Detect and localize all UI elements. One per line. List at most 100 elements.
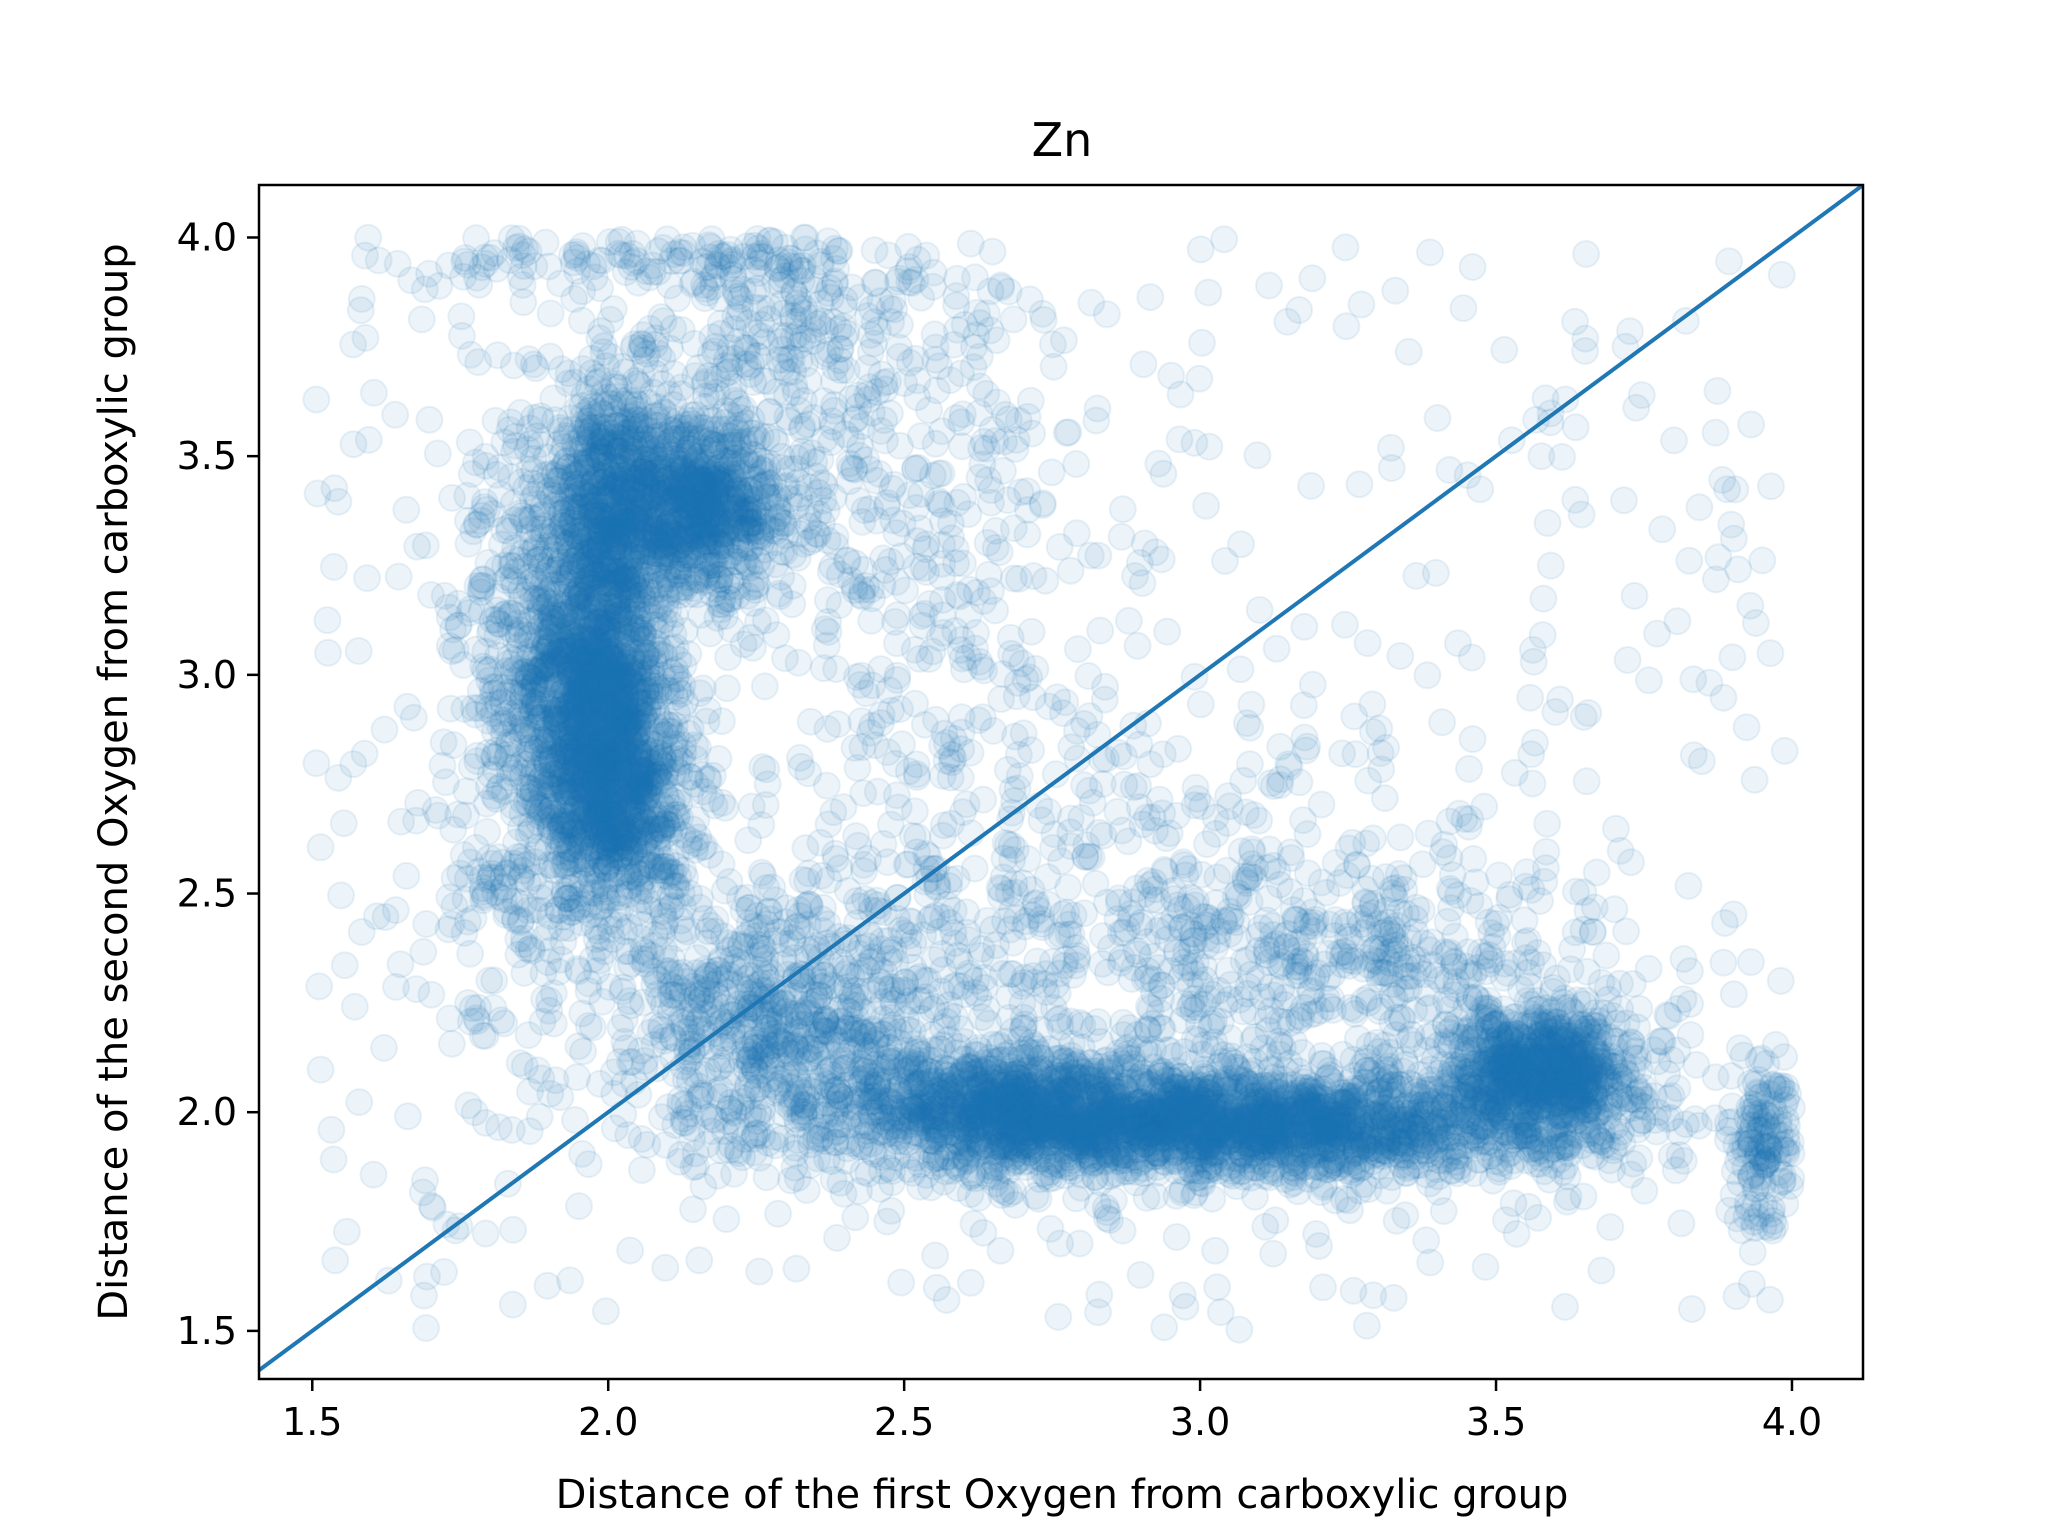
scatter-point — [578, 615, 606, 644]
scatter-point — [561, 712, 590, 741]
scatter-point — [568, 592, 597, 621]
scatter-point — [599, 533, 628, 562]
scatter-point — [603, 787, 632, 816]
scatter-point — [551, 685, 580, 714]
scatter-point — [572, 698, 601, 727]
scatter-point — [557, 724, 586, 753]
scatter-point — [574, 717, 603, 746]
scatter-point — [530, 674, 559, 703]
scatter-point — [551, 777, 580, 806]
scatter-point — [577, 672, 606, 701]
scatter-point — [595, 816, 624, 844]
scatter-point — [633, 774, 662, 803]
scatter-point — [587, 792, 616, 821]
scatter-point — [569, 776, 598, 805]
scatter-point — [554, 714, 583, 743]
scatter-point — [621, 702, 650, 731]
scatter-point — [605, 692, 634, 721]
scatter-point — [563, 625, 592, 654]
scatter-point — [563, 521, 591, 550]
scatter-point — [544, 606, 573, 635]
scatter-point — [527, 642, 556, 671]
scatter-point — [564, 586, 592, 615]
scatter-point — [602, 523, 631, 552]
scatter-point — [582, 573, 611, 602]
scatter-point — [622, 565, 651, 594]
scatter-point — [514, 663, 543, 692]
scatter-point — [607, 543, 636, 572]
scatter-point — [593, 715, 622, 744]
scatter-point — [587, 695, 616, 724]
scatter-point — [540, 698, 569, 727]
scatter-point — [544, 706, 573, 734]
scatter-point — [542, 637, 571, 666]
scatter-point — [594, 769, 623, 798]
scatter-point — [633, 529, 662, 558]
scatter-point — [555, 747, 584, 776]
scatter-point — [564, 742, 593, 771]
scatter-point — [517, 699, 546, 728]
scatter-point — [541, 608, 570, 636]
scatter-point — [664, 646, 693, 674]
scatter-point — [505, 632, 534, 661]
scatter-point — [585, 614, 614, 643]
scatter-point — [589, 670, 618, 699]
scatter-point — [625, 614, 654, 643]
scatter-point — [580, 787, 609, 816]
scatter-point — [556, 645, 585, 674]
scatter-point — [593, 824, 622, 853]
scatter-point — [599, 516, 628, 545]
scatter-point — [580, 532, 609, 561]
scatter-point — [613, 545, 641, 574]
scatter-point — [627, 619, 656, 647]
scatter-point — [584, 541, 613, 570]
scatter-point — [632, 676, 660, 705]
scatter-point — [625, 739, 654, 768]
scatter-point — [583, 588, 612, 617]
scatter-point — [574, 574, 603, 603]
scatter-point — [550, 637, 579, 666]
scatter-point — [615, 703, 644, 732]
scatter-point — [585, 627, 613, 656]
scatter-point — [609, 827, 638, 856]
scatter-point — [542, 775, 571, 804]
scatter-point — [532, 613, 561, 642]
scatter-point — [613, 711, 642, 740]
scatter-point — [561, 584, 590, 613]
scatter-point — [609, 572, 638, 601]
scatter-point — [560, 758, 589, 787]
scatter-point — [588, 722, 617, 751]
scatter-point — [601, 725, 630, 754]
scatter-point — [606, 509, 635, 538]
scatter-point — [586, 657, 614, 686]
scatter-point — [592, 726, 620, 755]
scatter-point — [572, 708, 601, 737]
scatter-point — [554, 530, 583, 559]
scatter-point — [579, 518, 608, 546]
scatter-point — [537, 614, 566, 643]
scatter-point — [600, 656, 629, 685]
scatter-point — [603, 596, 632, 625]
scatter-point — [577, 676, 606, 705]
scatter-point — [579, 646, 608, 675]
scatter-point — [586, 727, 615, 756]
scatter-point — [547, 640, 576, 669]
scatter-point — [571, 740, 600, 769]
scatter-point — [589, 656, 618, 685]
scatter-point — [593, 523, 622, 551]
scatter-point — [600, 792, 629, 821]
scatter-point — [589, 694, 618, 723]
scatter-point — [608, 707, 637, 736]
scatter-point — [586, 646, 615, 675]
scatter-point — [580, 600, 609, 629]
scatter-point — [600, 557, 629, 586]
scatter-point — [526, 704, 555, 733]
scatter-point — [620, 525, 649, 554]
scatter-point — [568, 614, 596, 643]
scatter-point — [592, 668, 621, 697]
scatter-point — [626, 689, 655, 718]
scatter-point — [631, 642, 660, 671]
chart-title: Zn — [1032, 113, 1093, 167]
scatter-point — [539, 649, 568, 678]
scatter-point — [604, 560, 633, 589]
